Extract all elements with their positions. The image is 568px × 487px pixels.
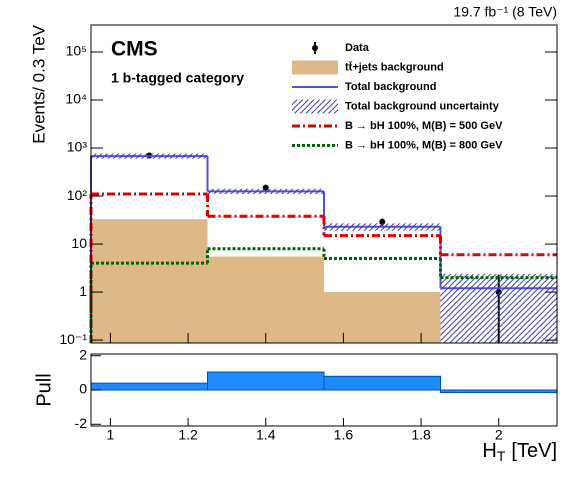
- y-tick-label: 10²: [67, 187, 88, 203]
- y-tick-label: 10⁵: [66, 43, 87, 59]
- lumi-label: 19.7 fb⁻¹ (8 TeV): [453, 4, 557, 20]
- pull-y-tick-label: -2: [75, 415, 88, 431]
- x-tick-label: 1.4: [256, 427, 276, 443]
- background-bin: [207, 256, 324, 343]
- y-tick-label: 10⁴: [65, 91, 87, 107]
- x-tick-label: 1.2: [178, 427, 198, 443]
- category-label: 1 b-tagged category: [111, 70, 244, 86]
- legend-label: Total background uncertainty: [345, 100, 500, 112]
- y-tick-label: 10: [71, 235, 87, 251]
- x-tick-label: 2: [495, 427, 503, 443]
- x-axis-label: HT [TeV]: [482, 440, 557, 463]
- legend-label: Data: [345, 42, 370, 54]
- x-label-unit: [TeV]: [511, 440, 557, 462]
- background-bin: [324, 292, 441, 343]
- pull-y-tick-label: 0: [79, 381, 87, 397]
- y-tick-label: 1: [79, 283, 87, 299]
- uncertainty-bin: [207, 188, 324, 195]
- legend-label: B → bH 100%, M(B) = 800 GeV: [345, 139, 503, 151]
- pull-axis-label: Pull: [33, 373, 55, 406]
- cms-label: CMS: [111, 38, 158, 61]
- legend-label: B → bH 100%, M(B) = 500 GeV: [345, 120, 503, 132]
- legend-label: tt̄+jets background: [345, 61, 444, 73]
- pull-bin: [207, 371, 325, 391]
- pull-bin: [440, 389, 558, 394]
- main-frame: [90, 24, 558, 344]
- x-label-main: H: [482, 440, 496, 462]
- uncertainty-bin: [324, 223, 441, 231]
- pull-bin: [90, 382, 208, 391]
- x-tick-label: 1.6: [334, 427, 354, 443]
- pull-bin: [323, 375, 441, 391]
- legend-symbol: [312, 45, 318, 51]
- x-tick-label: 1.8: [411, 427, 431, 443]
- legend-symbol: [292, 99, 338, 114]
- legend-label: Total background: [345, 81, 436, 93]
- uncertainty-bin: [440, 273, 557, 343]
- y-tick-label: 10³: [67, 139, 88, 155]
- uncertainty-bin: [91, 153, 208, 159]
- x-label-sub: T: [497, 448, 506, 464]
- legend-symbol: [292, 60, 338, 75]
- pull-y-tick-label: 2: [79, 346, 87, 362]
- x-tick-label: 1: [107, 427, 115, 443]
- y-tick-label: 10⁻¹: [59, 331, 87, 347]
- background-bin: [91, 219, 208, 343]
- y-axis-label: Events/ 0.3 TeV: [29, 24, 48, 143]
